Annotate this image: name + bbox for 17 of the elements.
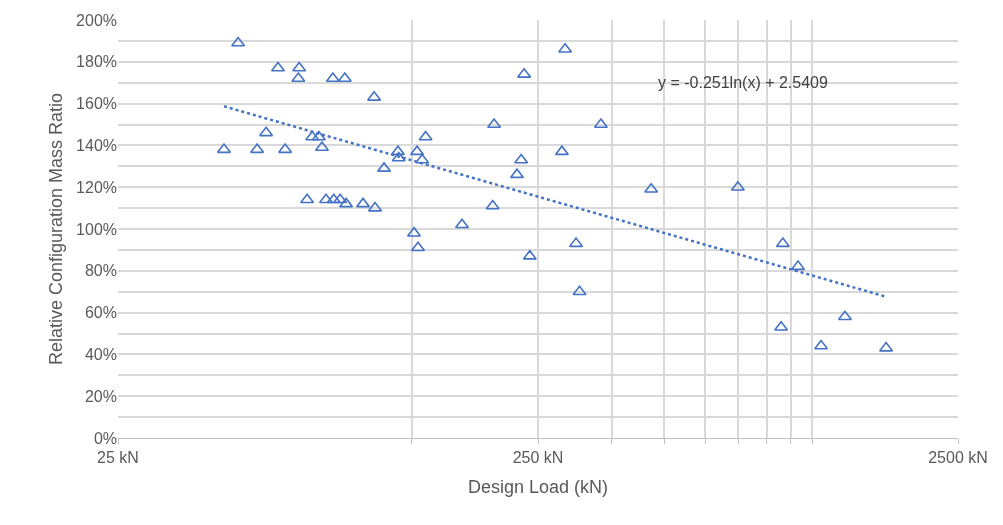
- y-tick-label: 140%: [76, 137, 117, 154]
- y-tick-label: 160%: [76, 95, 117, 113]
- annotation: y = -0.251ln(x) + 2.5409: [658, 74, 828, 91]
- y-axis-title: Relative Configuration Mass Ratio: [46, 92, 67, 366]
- y-tick-label: 80%: [84, 262, 117, 280]
- x-axis-title: Design Load (kN): [467, 477, 609, 498]
- y-tick-label: 40%: [84, 346, 117, 363]
- y-tick-label: 100%: [76, 220, 117, 238]
- y-tick-label: 120%: [76, 178, 117, 196]
- y-tick-label: 0%: [93, 429, 117, 447]
- y-tick-label: 20%: [84, 387, 117, 405]
- x-tick-label: 250 kN: [512, 449, 564, 467]
- x-tick-label: 2500 kN: [928, 449, 988, 467]
- y-tick-label: 180%: [76, 53, 117, 71]
- x-tick-label: 25 kN: [97, 449, 139, 467]
- y-tick-label: 60%: [84, 304, 117, 322]
- y-tick-label: 200%: [76, 11, 117, 29]
